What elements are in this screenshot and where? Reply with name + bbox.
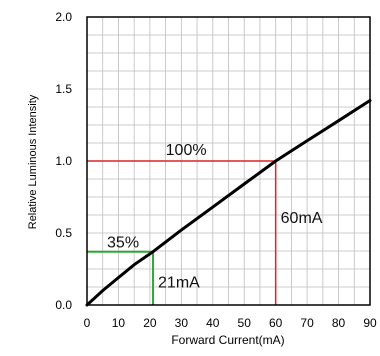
x-tick-label: 30 bbox=[175, 316, 189, 330]
y-tick-label: 0.0 bbox=[55, 298, 72, 312]
x-tick-label: 40 bbox=[206, 316, 220, 330]
x-tick-label: 50 bbox=[238, 316, 252, 330]
reference-lines bbox=[87, 160, 277, 305]
x-tick-label: 0 bbox=[84, 316, 91, 330]
y-tick-label: 1.0 bbox=[55, 154, 72, 168]
x-tick-label: 80 bbox=[332, 316, 346, 330]
intensity-curve bbox=[85, 99, 372, 307]
x-tick-label: 90 bbox=[363, 316, 377, 330]
x-tick-label: 70 bbox=[300, 316, 314, 330]
annotation-21ma: 21mA bbox=[158, 275, 200, 292]
y-tick-label: 0.5 bbox=[55, 226, 72, 240]
x-axis-label: Forward Current(mA) bbox=[171, 333, 284, 347]
y-axis-label: Relative Luminous Intensity bbox=[27, 94, 39, 229]
y-tick-labels: 0.0 0.5 1.0 1.5 2.0 bbox=[55, 10, 72, 312]
x-tick-label: 60 bbox=[269, 316, 283, 330]
annotations: 100% 60mA 35% 21mA bbox=[107, 142, 323, 292]
plot-frame bbox=[86, 16, 371, 306]
annotation-35pct: 35% bbox=[107, 235, 139, 252]
annotation-60ma: 60mA bbox=[281, 210, 323, 227]
x-tick-labels: 0 10 20 30 40 50 60 70 80 90 bbox=[84, 316, 377, 330]
x-tick-label: 20 bbox=[143, 316, 157, 330]
x-tick-label: 10 bbox=[112, 316, 126, 330]
y-tick-label: 1.5 bbox=[55, 82, 72, 96]
y-tick-label: 2.0 bbox=[55, 10, 72, 24]
annotation-100pct: 100% bbox=[166, 142, 207, 159]
